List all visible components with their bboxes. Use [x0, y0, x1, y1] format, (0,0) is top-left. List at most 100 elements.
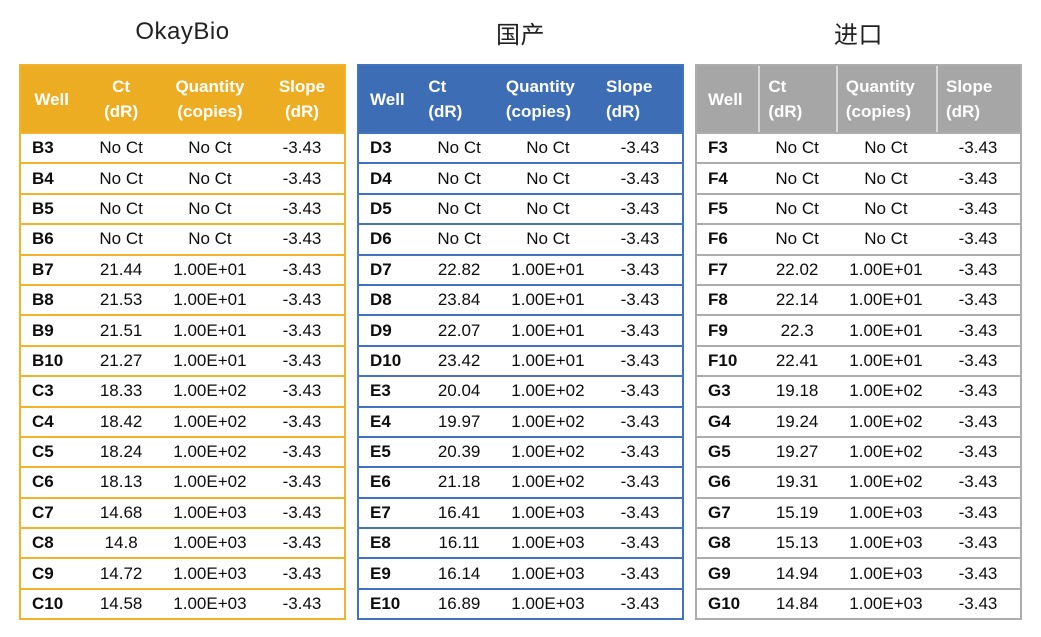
column-header-quantity: Quantity (copies) — [835, 66, 936, 132]
table-row: F10 22.41 1.00E+01 -3.43 — [697, 344, 1020, 376]
well-cell: B6 — [32, 229, 54, 249]
table-row: C8 14.8 1.00E+03 -3.43 — [21, 527, 344, 558]
slope-cell: -3.43 — [282, 259, 322, 279]
well-cell: D8 — [370, 290, 392, 310]
slope-cell: -3.43 — [620, 229, 660, 249]
slope-cell: -3.43 — [958, 533, 998, 553]
header-line1: Ct — [428, 77, 447, 96]
well-cell: D5 — [370, 198, 392, 218]
quantity-cell: No Ct — [864, 168, 908, 188]
ct-cell: No Ct — [775, 229, 819, 249]
table-row: E8 16.11 1.00E+03 -3.43 — [359, 527, 682, 558]
table-row: E3 20.04 1.00E+02 -3.43 — [359, 375, 682, 406]
well-cell: F7 — [708, 259, 728, 279]
ct-cell: No Ct — [437, 198, 481, 218]
slope-cell: -3.43 — [282, 168, 322, 188]
ct-cell: 19.31 — [775, 472, 819, 492]
slope-cell: -3.43 — [958, 198, 998, 218]
ct-cell: 18.24 — [99, 442, 143, 462]
table-row: F4 No Ct No Ct -3.43 — [697, 162, 1020, 193]
well-cell: B10 — [32, 350, 64, 370]
ct-cell: 18.33 — [99, 381, 143, 401]
slope-cell: -3.43 — [282, 229, 322, 249]
well-cell: C4 — [32, 411, 54, 431]
well-cell: G8 — [708, 533, 731, 553]
well-cell: G5 — [708, 442, 731, 462]
slope-cell: -3.43 — [958, 320, 998, 340]
slope-cell: -3.43 — [282, 138, 322, 158]
ct-cell: 19.27 — [775, 442, 819, 462]
table-row: B7 21.44 1.00E+01 -3.43 — [21, 253, 344, 284]
table-title-okaybio: OkayBio — [135, 18, 230, 45]
quantity-cell: No Ct — [188, 168, 232, 188]
well-cell: D10 — [370, 350, 402, 370]
table-row: D8 23.84 1.00E+01 -3.43 — [359, 283, 682, 315]
slope-cell: -3.43 — [620, 411, 660, 431]
well-cell: C6 — [32, 472, 54, 492]
well-cell: F5 — [708, 198, 728, 218]
table-row: C10 14.58 1.00E+03 -3.43 — [21, 587, 344, 619]
quantity-cell: No Ct — [864, 138, 908, 158]
quantity-cell: 1.00E+01 — [849, 290, 923, 310]
slope-cell: -3.43 — [620, 320, 660, 340]
quantity-cell: 1.00E+02 — [849, 442, 923, 462]
table-row: C5 18.24 1.00E+02 -3.43 — [21, 435, 344, 467]
table-title-jinkou: 进口 — [834, 21, 883, 49]
table-row: E10 16.89 1.00E+03 -3.43 — [359, 587, 682, 619]
well-cell: G9 — [708, 563, 731, 583]
table-row: E5 20.39 1.00E+02 -3.43 — [359, 435, 682, 467]
well-cell: D9 — [370, 320, 392, 340]
quantity-cell: 1.00E+01 — [173, 350, 247, 370]
header-line1: Quantity — [175, 77, 245, 96]
well-cell: F8 — [708, 290, 728, 310]
slope-cell: -3.43 — [282, 472, 322, 492]
quantity-cell: 1.00E+02 — [849, 381, 923, 401]
well-cell: C5 — [32, 442, 54, 462]
ct-cell: 22.3 — [780, 320, 814, 340]
ct-cell: No Ct — [99, 138, 143, 158]
table-row: G10 14.84 1.00E+03 -3.43 — [697, 587, 1020, 619]
header-line2: (dR) — [946, 102, 980, 121]
quantity-cell: 1.00E+01 — [849, 259, 923, 279]
slope-cell: -3.43 — [282, 442, 322, 462]
ct-cell: 14.8 — [104, 533, 138, 553]
well-cell: G6 — [708, 472, 731, 492]
quantity-cell: 1.00E+02 — [173, 411, 247, 431]
ct-cell: 14.84 — [775, 594, 819, 614]
header-line1: Slope — [606, 77, 653, 96]
quantity-cell: 1.00E+02 — [511, 381, 585, 401]
quantity-cell: No Ct — [526, 168, 570, 188]
quantity-cell: No Ct — [526, 198, 570, 218]
ct-cell: No Ct — [437, 229, 481, 249]
quantity-cell: 1.00E+02 — [511, 411, 585, 431]
column-header-well: Well — [697, 66, 758, 132]
table-row: B10 21.27 1.00E+01 -3.43 — [21, 344, 344, 376]
quantity-cell: 1.00E+03 — [511, 594, 585, 614]
slope-cell: -3.43 — [620, 502, 660, 522]
quantity-cell: 1.00E+03 — [849, 563, 923, 583]
ct-cell: No Ct — [99, 198, 143, 218]
slope-cell: -3.43 — [282, 502, 322, 522]
header-line2: (dR) — [284, 102, 319, 121]
ct-cell: 22.02 — [775, 259, 819, 279]
ct-cell: 21.18 — [437, 472, 481, 492]
table-row: F8 22.14 1.00E+01 -3.43 — [697, 283, 1020, 315]
well-cell: B7 — [32, 259, 54, 279]
slope-cell: -3.43 — [958, 381, 998, 401]
table-row: G9 14.94 1.00E+03 -3.43 — [697, 557, 1020, 588]
column-header-quantity: Quantity (copies) — [498, 66, 598, 132]
ct-cell: No Ct — [99, 229, 143, 249]
quantity-cell: 1.00E+01 — [511, 290, 585, 310]
slope-cell: -3.43 — [620, 350, 660, 370]
quantity-cell: No Ct — [526, 138, 570, 158]
well-cell: F9 — [708, 320, 728, 340]
slope-cell: -3.43 — [958, 290, 998, 310]
ct-cell: No Ct — [775, 168, 819, 188]
quantity-cell: 1.00E+01 — [511, 259, 585, 279]
table-row: C6 18.13 1.00E+02 -3.43 — [21, 466, 344, 497]
well-cell: D3 — [370, 138, 392, 158]
header-line1: Quantity — [505, 77, 575, 96]
well-cell: C9 — [32, 563, 54, 583]
header-line2: (copies) — [177, 102, 243, 121]
table-row: D5 No Ct No Ct -3.43 — [359, 192, 682, 224]
